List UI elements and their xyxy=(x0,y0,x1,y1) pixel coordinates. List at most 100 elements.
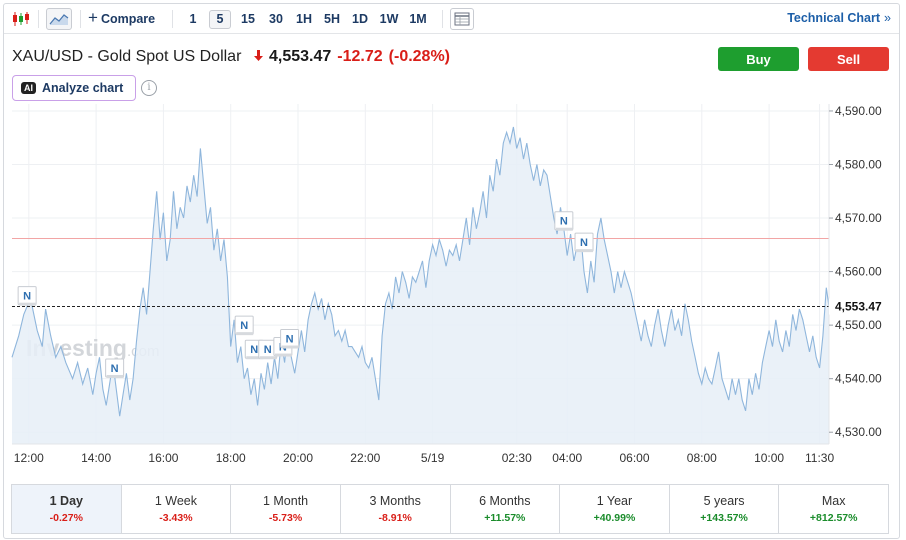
table-view-icon[interactable] xyxy=(450,8,474,30)
period-change: -8.91% xyxy=(378,512,412,524)
y-tick-label: 4,570.00 xyxy=(835,211,882,225)
interval-30[interactable]: 30 xyxy=(269,12,283,26)
news-marker-label: N xyxy=(111,363,119,375)
news-marker[interactable]: N xyxy=(554,211,574,231)
period-change: +11.57% xyxy=(484,512,526,524)
y-tick-label: 4,550.00 xyxy=(835,318,882,332)
period-1-year[interactable]: 1 Year +40.99% xyxy=(560,485,670,533)
technical-chart-label: Technical Chart xyxy=(787,11,881,25)
y-tick-label: 4,530.00 xyxy=(835,425,882,439)
x-axis: 12:00 14:00 16:00 18:00 20:00 22:00 5/19 02:30 0… xyxy=(12,443,834,465)
interval-5[interactable]: 5 xyxy=(209,10,231,29)
period-6-months[interactable]: 6 Months +11.57% xyxy=(450,485,561,533)
interval-15[interactable]: 15 xyxy=(241,12,255,26)
x-tick-label: 5/19 xyxy=(421,451,445,465)
period-3-months[interactable]: 3 Months -8.91% xyxy=(340,485,451,533)
news-marker-shadow xyxy=(236,332,254,336)
news-marker[interactable]: N xyxy=(234,315,254,336)
news-marker[interactable]: N xyxy=(280,329,300,349)
plus-icon: + xyxy=(88,8,98,27)
interval-1h[interactable]: 1H xyxy=(296,12,312,26)
candlestick-chart-icon[interactable] xyxy=(10,8,32,30)
x-tick-label: 12:00 xyxy=(14,451,44,465)
news-marker-label: N xyxy=(286,334,294,346)
toolbar-divider xyxy=(38,10,39,28)
interval-1w[interactable]: 1W xyxy=(379,12,399,26)
x-tick-label: 04:00 xyxy=(552,451,582,465)
price-row: 4,553.47 -12.72 (-0.28%) xyxy=(254,48,450,66)
x-tick-label: 18:00 xyxy=(216,451,246,465)
buy-button[interactable]: Buy xyxy=(718,47,799,71)
x-tick-label: 11:30 xyxy=(805,451,834,465)
area-chart-icon[interactable] xyxy=(46,8,72,30)
y-tick-label: 4,560.00 xyxy=(835,265,882,279)
ai-badge: AI xyxy=(21,82,36,94)
price-area-fill xyxy=(12,127,829,444)
x-tick-label: 08:00 xyxy=(687,451,717,465)
period-1-day[interactable]: 1 Day -0.27% xyxy=(12,485,122,533)
x-tick-label: 06:00 xyxy=(619,451,649,465)
price-series-line xyxy=(11,126,830,417)
chart-widget: + Compare 1 5 15 30 1H 5H 1D 1W 1M Techn… xyxy=(3,3,900,539)
x-tick-label: 22:00 xyxy=(350,451,380,465)
period-change: -3.43% xyxy=(159,512,193,524)
period-1-week[interactable]: 1 Week -3.43% xyxy=(121,485,232,533)
news-marker-label: N xyxy=(240,320,248,332)
x-tick-label: 10:00 xyxy=(754,451,784,465)
interval-1m[interactable]: 1M xyxy=(409,12,427,26)
news-marker[interactable]: N xyxy=(574,232,594,253)
period-label: 1 Month xyxy=(262,494,309,508)
news-marker-shadow xyxy=(555,227,573,231)
period-change: +40.99% xyxy=(593,512,636,524)
news-marker[interactable]: N xyxy=(105,358,125,378)
interval-1d[interactable]: 1D xyxy=(352,12,368,26)
technical-chart-link[interactable]: Technical Chart» xyxy=(787,11,891,25)
period-change: -5.73% xyxy=(268,512,303,524)
period-label: 3 Months xyxy=(369,494,421,508)
x-tick-label: 16:00 xyxy=(148,451,178,465)
news-marker-shadow xyxy=(106,374,124,378)
period-label: 1 Week xyxy=(154,494,198,508)
period-label: 1 Year xyxy=(596,494,633,508)
y-tick-label: 4,580.00 xyxy=(835,158,882,172)
double-chevron-right-icon: » xyxy=(884,11,891,25)
performance-periods: 1 Day -0.27% 1 Week -3.43% 1 Month -5.73% 3 Mo… xyxy=(11,484,889,534)
y-axis: 4,590.00 4,580.00 4,570.00 4,560.00 4,550.00… xyxy=(828,104,882,444)
price-chart[interactable]: Investing.com NNNNNNNNN 4,590.004,580.00… xyxy=(4,4,899,474)
news-marker-shadow xyxy=(19,302,37,306)
compare-button[interactable]: + Compare xyxy=(88,8,155,30)
period-label: 6 Months xyxy=(479,494,531,508)
info-icon[interactable]: i xyxy=(141,80,157,96)
x-tick-label: 14:00 xyxy=(81,451,111,465)
chart-toolbar: + Compare 1 5 15 30 1H 5H 1D 1W 1M Techn… xyxy=(4,4,899,34)
interval-1[interactable]: 1 xyxy=(189,12,197,26)
period-change: +812.57% xyxy=(809,512,858,524)
period-change: -0.27% xyxy=(49,512,83,524)
x-tick-label: 20:00 xyxy=(283,451,313,465)
price-change-percent: (-0.28%) xyxy=(388,48,451,65)
last-price: 4,553.47 xyxy=(269,48,332,65)
news-marker-label: N xyxy=(560,216,568,228)
y-tick-label: 4,590.00 xyxy=(835,104,882,118)
period-5-years[interactable]: 5 years +143.57% xyxy=(669,485,780,533)
price-change: -12.72 xyxy=(337,48,383,65)
y-tick-label: 4,540.00 xyxy=(835,372,882,386)
news-marker-shadow xyxy=(259,356,277,360)
period-1-month[interactable]: 1 Month -5.73% xyxy=(231,485,341,533)
period-label: Max xyxy=(821,494,846,508)
period-label: 5 years xyxy=(703,494,745,508)
news-marker-shadow xyxy=(246,356,264,360)
analyze-chart-button[interactable]: AI Analyze chart xyxy=(12,75,136,101)
current-price-label-bg xyxy=(829,298,889,315)
period-max[interactable]: Max +812.57% xyxy=(779,485,888,533)
down-arrow-icon xyxy=(254,50,263,64)
news-marker-label: N xyxy=(250,344,258,356)
news-marker-shadow xyxy=(576,249,594,253)
sell-button[interactable]: Sell xyxy=(808,47,889,71)
news-marker-label: N xyxy=(580,237,588,249)
toolbar-divider xyxy=(172,10,173,28)
news-marker[interactable]: N xyxy=(17,286,37,306)
interval-5h[interactable]: 5H xyxy=(324,12,340,26)
news-marker-label: N xyxy=(23,291,31,303)
news-marker-label: N xyxy=(264,344,272,356)
